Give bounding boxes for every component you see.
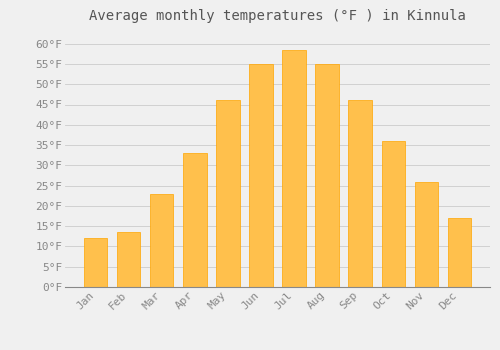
Bar (348, 100, 372, 287)
Bar (448, 218, 470, 287)
Bar (414, 182, 438, 287)
Bar (216, 100, 240, 287)
Bar (316, 64, 338, 287)
Bar (282, 50, 306, 287)
Bar (150, 194, 174, 287)
Bar (118, 232, 141, 287)
Title: Average monthly temperatures (°F ) in Kinnula: Average monthly temperatures (°F ) in Ki… (89, 9, 466, 23)
Bar (184, 153, 206, 287)
Bar (382, 141, 404, 287)
Bar (250, 64, 272, 287)
Bar (84, 238, 108, 287)
